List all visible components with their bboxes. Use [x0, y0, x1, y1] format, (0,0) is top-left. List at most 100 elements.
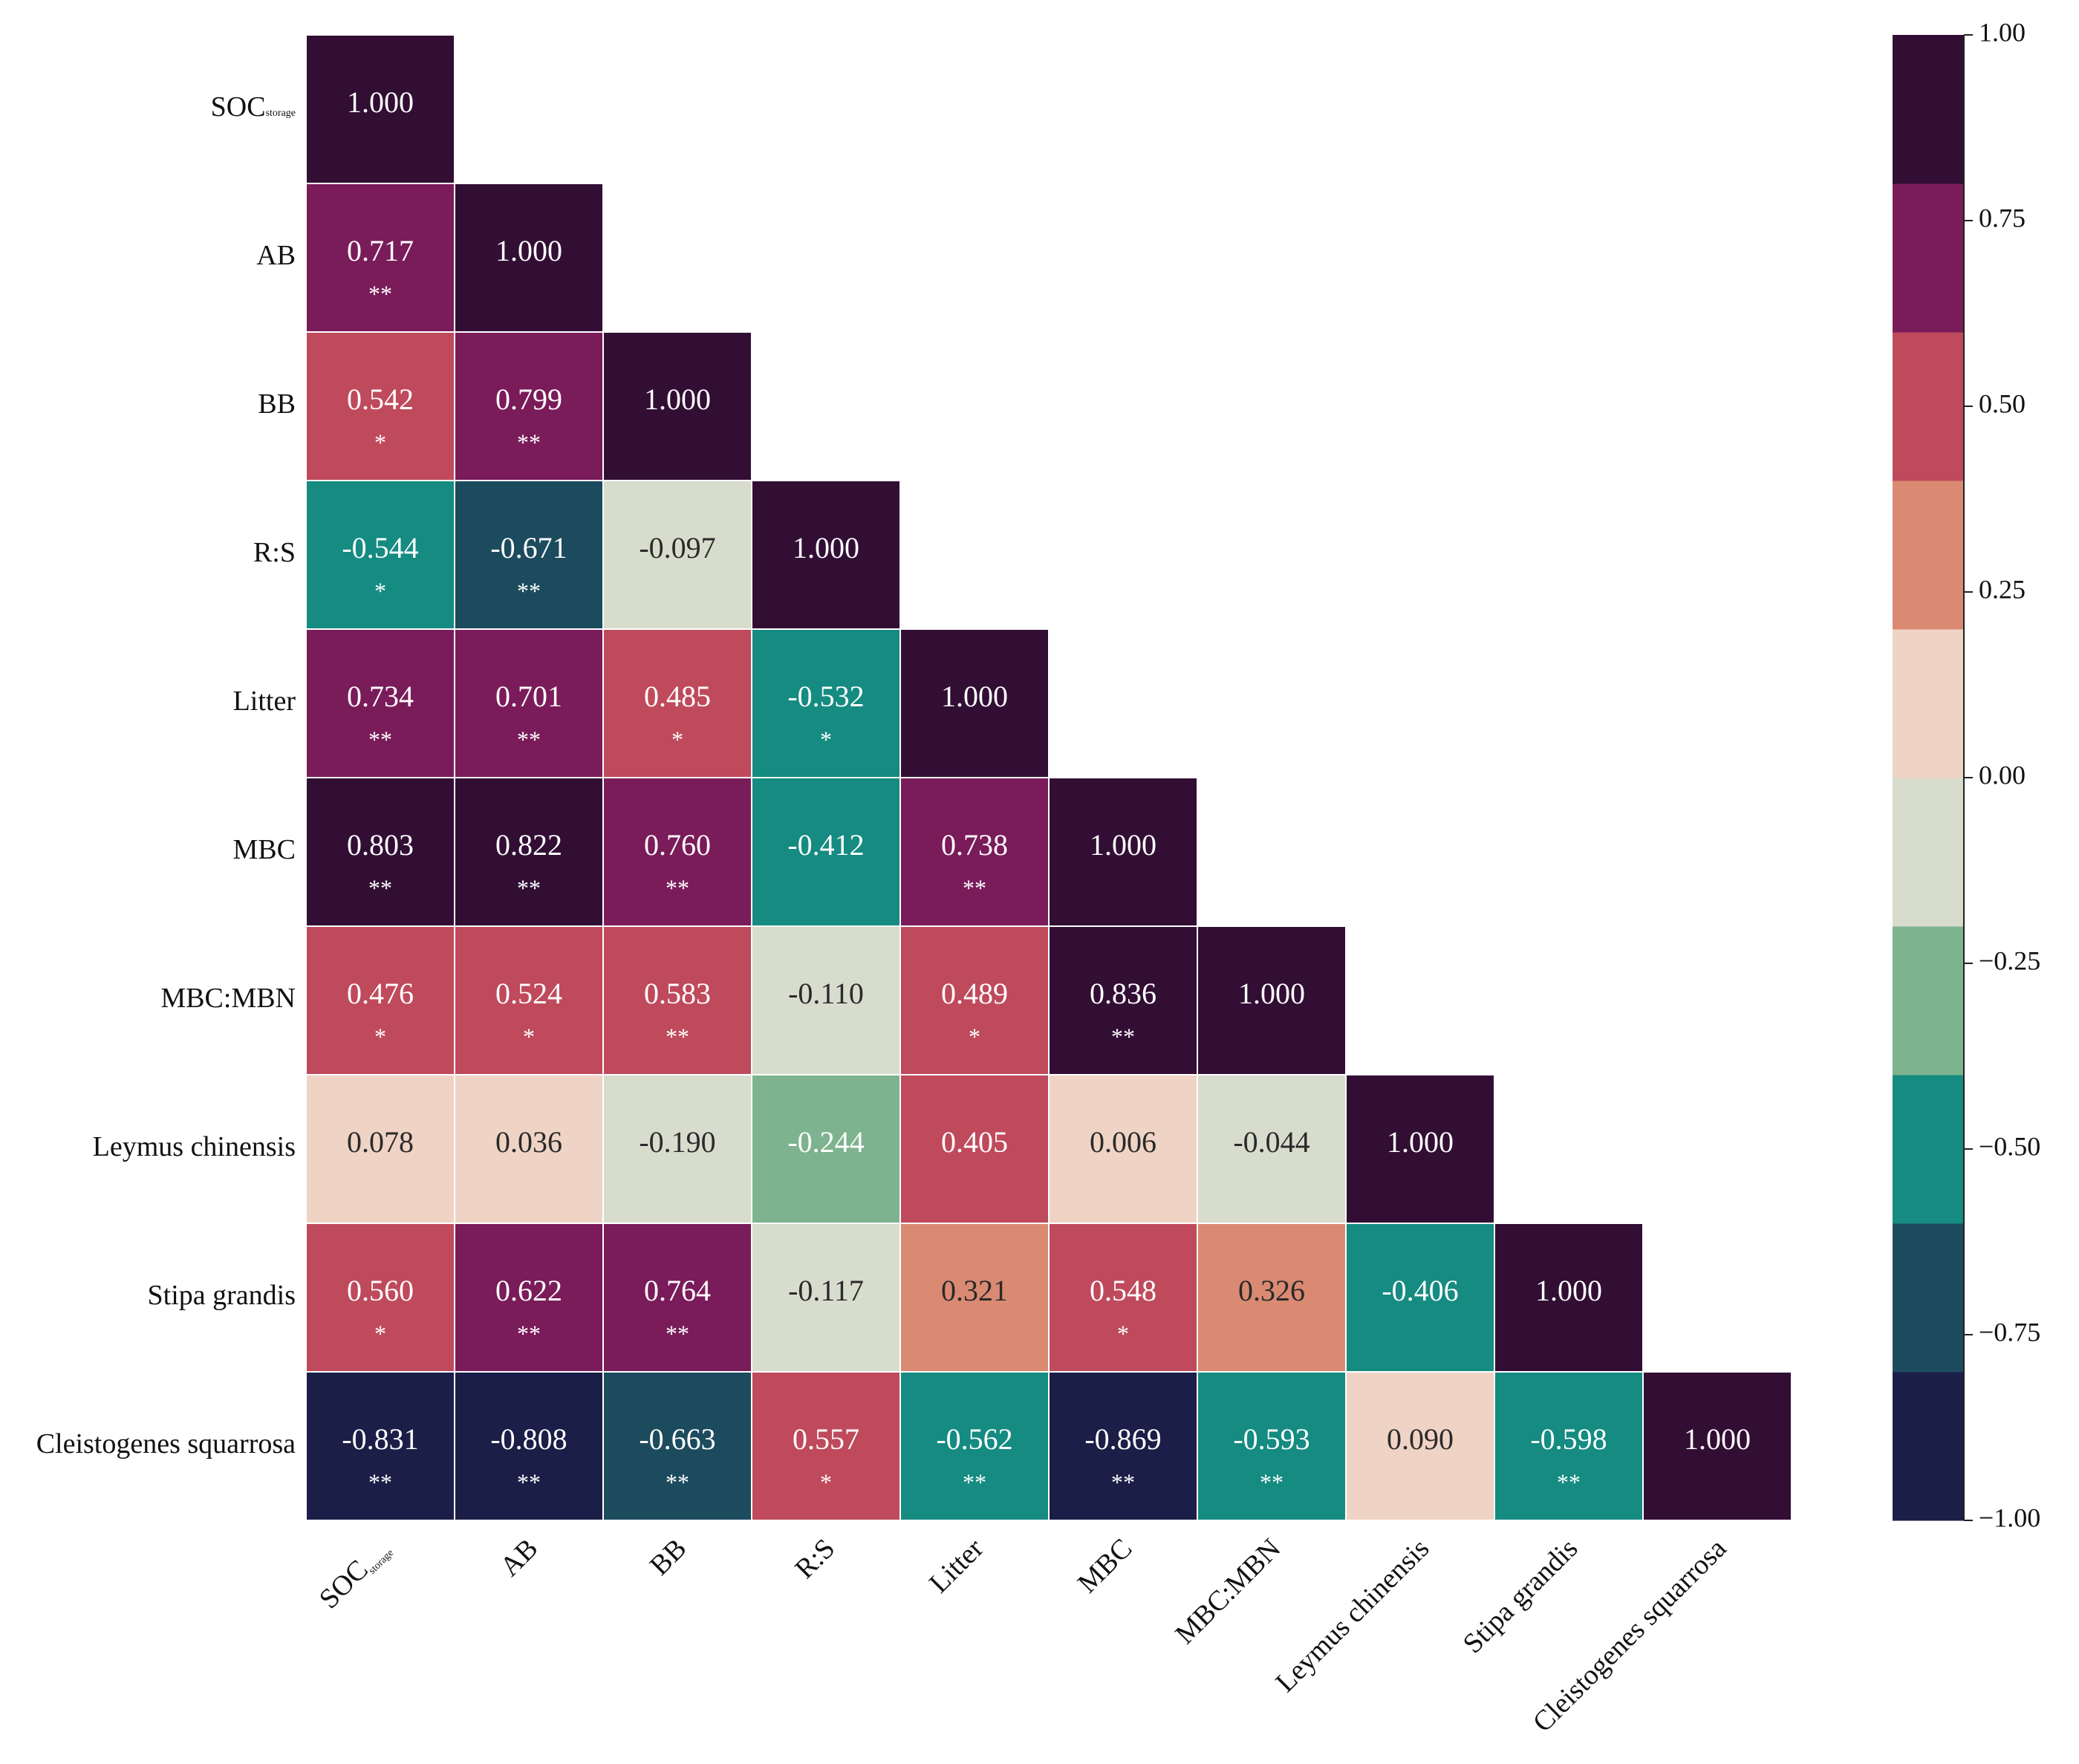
heatmap-cell: 1.000	[751, 480, 901, 630]
cell-significance-label: **	[666, 874, 689, 901]
heatmap-cell-rect	[305, 331, 455, 481]
cell-significance-label: *	[374, 429, 386, 455]
heatmap-cell-rect	[1642, 1371, 1792, 1521]
cell-value-label: -0.671	[490, 531, 567, 564]
cell-value-label: 0.622	[495, 1274, 562, 1307]
cell-value-label: -0.097	[639, 531, 715, 564]
heatmap-cell: -0.544 *	[305, 480, 455, 630]
cell-value-label: 0.485	[644, 680, 711, 713]
cell-significance-label: **	[963, 874, 986, 901]
heatmap-cell: 1.000	[899, 628, 1050, 778]
heatmap-cell: 0.738 **	[899, 777, 1050, 927]
heatmap-cell-rect	[1048, 1223, 1198, 1373]
cell-value-label: 0.524	[495, 977, 562, 1010]
heatmap-cell: -0.808 **	[454, 1371, 604, 1521]
cell-significance-label: **	[517, 1468, 541, 1495]
cell-significance-label: **	[368, 1468, 392, 1495]
cell-value-label: 0.321	[941, 1274, 1008, 1307]
row-label-leymus-chinensis: Leymus chinensis	[93, 1131, 296, 1162]
heatmap-cell: 1.000	[1197, 925, 1347, 1075]
cell-value-label: 0.560	[347, 1274, 414, 1307]
cell-value-label: -0.808	[490, 1422, 567, 1456]
heatmap-cell: 1.000	[1494, 1223, 1644, 1373]
heatmap-cell: 0.036	[454, 1074, 604, 1224]
heatmap-cell-rect	[1197, 1371, 1347, 1521]
heatmap-cell: -0.406	[1345, 1223, 1495, 1373]
heatmap-cell: 0.622 **	[454, 1223, 604, 1373]
row-label-mbc-mbn: MBC:MBN	[160, 983, 296, 1014]
heatmap-cell: 1.000	[1642, 1371, 1792, 1521]
cell-value-label: -0.110	[788, 977, 864, 1010]
heatmap-cell-rect	[899, 925, 1050, 1075]
heatmap-cell: -0.244	[751, 1074, 901, 1224]
colorbar-segment	[1893, 1075, 1964, 1224]
cell-value-label: 1.000	[1387, 1125, 1454, 1159]
heatmap-cell: 0.524 *	[454, 925, 604, 1075]
heatmap-cell: -0.097	[602, 480, 752, 630]
cell-value-label: 1.000	[495, 234, 562, 267]
colorbar-segment	[1893, 183, 1964, 333]
colorbar-tick-label: 0.75	[1979, 203, 2026, 232]
heatmap-cell-rect	[602, 480, 752, 630]
cell-significance-label: *	[1117, 1320, 1129, 1347]
heatmap-cell: 0.405	[899, 1074, 1050, 1224]
row-label-stipa-grandis: Stipa grandis	[148, 1280, 296, 1311]
heatmap-cell-rect	[602, 777, 752, 927]
row-label-cleistogenes-squarrosa: Cleistogenes squarrosa	[36, 1428, 296, 1459]
heatmap-cell: 0.476 *	[305, 925, 455, 1075]
cell-value-label: 0.803	[347, 828, 414, 862]
cell-significance-label: **	[368, 726, 392, 752]
cell-value-label: 0.738	[941, 828, 1008, 862]
cell-significance-label: **	[666, 1320, 689, 1347]
colorbar-tick-label: −0.50	[1979, 1131, 2040, 1161]
heatmap-cell-rect	[454, 1074, 604, 1224]
heatmap-cell-rect	[454, 1371, 604, 1521]
heatmap-cell-rect	[454, 480, 604, 630]
heatmap-cell-rect	[751, 1371, 901, 1521]
heatmap-cell: 1.000	[305, 34, 455, 184]
colorbar-tick-label: 1.00	[1979, 17, 2026, 47]
colorbar-segment	[1893, 926, 1964, 1075]
cell-significance-label: *	[671, 726, 683, 752]
colorbar-tick-label: 0.25	[1979, 574, 2026, 604]
cell-value-label: -0.831	[342, 1422, 418, 1456]
heatmap-cell-rect	[751, 628, 901, 778]
heatmap-cell: 0.836 **	[1048, 925, 1198, 1075]
cell-value-label: -0.117	[788, 1274, 864, 1307]
cell-value-label: 1.000	[1535, 1274, 1602, 1307]
cell-value-label: -0.244	[787, 1125, 864, 1159]
cell-significance-label: *	[820, 1468, 832, 1495]
heatmap-cell-rect	[602, 1223, 752, 1373]
cell-value-label: 0.583	[644, 977, 711, 1010]
heatmap-cell-rect	[305, 1223, 455, 1373]
heatmap-cell: 1.000	[602, 331, 752, 481]
cell-value-label: 1.000	[793, 531, 859, 564]
cell-significance-label: **	[1260, 1468, 1283, 1495]
cell-value-label: 0.701	[495, 680, 562, 713]
heatmap-cell: -0.869 **	[1048, 1371, 1198, 1521]
heatmap-cell: 0.822 **	[454, 777, 604, 927]
heatmap-cell-rect	[305, 777, 455, 927]
heatmap-cell: -0.562 **	[899, 1371, 1050, 1521]
heatmap-cell: -0.190	[602, 1074, 752, 1224]
cell-significance-label: **	[1111, 1023, 1135, 1049]
colorbar-segment	[1893, 35, 1964, 184]
cell-value-label: -0.598	[1530, 1422, 1607, 1456]
heatmap-cell: 1.000	[1345, 1074, 1495, 1224]
cell-value-label: -0.562	[936, 1422, 1012, 1456]
cell-significance-label: **	[1111, 1468, 1135, 1495]
heatmap-cell-rect	[899, 777, 1050, 927]
heatmap-cell-rect	[305, 628, 455, 778]
cell-value-label: -0.869	[1084, 1422, 1161, 1456]
heatmap-cell: -0.532 *	[751, 628, 901, 778]
cell-significance-label: **	[517, 577, 541, 604]
cell-value-label: 1.000	[347, 85, 414, 119]
colorbar-tick-label: 0.50	[1979, 388, 2026, 418]
cell-value-label: -0.412	[787, 828, 864, 862]
colorbar-segment	[1893, 1223, 1964, 1373]
cell-value-label: 0.822	[495, 828, 562, 862]
cell-value-label: 0.799	[495, 383, 562, 416]
cell-value-label: -0.663	[639, 1422, 715, 1456]
heatmap-cell-rect	[1197, 1223, 1347, 1373]
